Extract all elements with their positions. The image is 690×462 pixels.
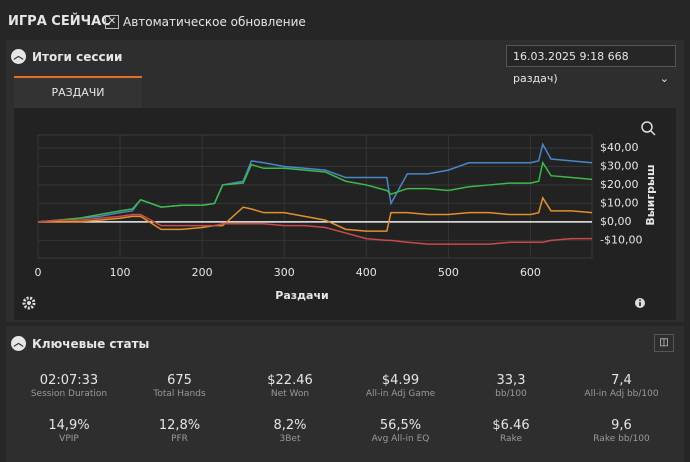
stat: 12,8% PFR [125, 418, 235, 444]
y-tick-label: $20,00 [600, 178, 639, 191]
stat-label: All-in Adj bb/100 [584, 389, 659, 399]
series-line [38, 196, 593, 232]
stat: 675 Total Hands [125, 373, 235, 399]
stat-label: PFR [171, 434, 188, 444]
checkbox-label[interactable]: Автоматическое обновление [123, 15, 306, 29]
stats-panel [6, 326, 684, 462]
info-icon[interactable] [635, 298, 645, 308]
stat-label: 3Bet [279, 434, 301, 444]
x-tick-label: 0 [35, 266, 42, 279]
stat: 8,2% 3Bet [235, 418, 345, 444]
stat-value: $22.46 [267, 373, 313, 388]
stat-value: 56,5% [379, 418, 422, 433]
stat: 56,5% Avg All-in EQ [346, 418, 456, 444]
session-selector[interactable]: 16.03.2025 9:18 668 раздач) ⌄ [506, 45, 676, 85]
stat-value: $4.99 [381, 373, 420, 388]
stat: $22.46 Net Won [235, 373, 345, 399]
x-tick-label: 600 [520, 266, 541, 279]
series-line [37, 160, 593, 223]
zoom-icon[interactable] [641, 121, 656, 136]
x-tick-label: 100 [110, 266, 131, 279]
stat: 7,4 All-in Adj bb/100 [567, 373, 677, 399]
x-axis-label: Раздачи [275, 289, 328, 302]
stat-value: 675 [167, 373, 192, 388]
stat-label: bb/100 [495, 389, 527, 399]
x-tick-label: 400 [356, 266, 377, 279]
x-tick-label: 200 [192, 266, 213, 279]
settings-icon[interactable] [22, 296, 36, 310]
stat-value: 33,3 [496, 373, 526, 388]
stat-value: 8,2% [273, 418, 307, 433]
stat: $4.99 All-in Adj Game [346, 373, 456, 399]
page-title: ИГРА СЕЙЧАС [8, 14, 111, 29]
series-line [37, 213, 592, 245]
y-axis-label: Выигрыш [644, 164, 657, 225]
y-tick-label: -$10,00 [600, 233, 642, 246]
stat: 02:07:33 Session Duration [14, 373, 124, 399]
stat-value: 7,4 [611, 373, 632, 388]
chart: Раздачи Выигрыш 0 100 200 300 400 500 600 -$10,… [14, 108, 676, 320]
tab[interactable]: РАЗДАЧИ [14, 76, 142, 108]
y-tick-label: $0,00 [600, 215, 632, 228]
stat-value: 14,9% [48, 418, 90, 433]
x-tick-label: 500 [438, 266, 459, 279]
stat-label: VPIP [59, 434, 79, 444]
stat-value: 9,6 [611, 418, 632, 433]
layout-button[interactable]: ◫ [654, 334, 674, 352]
stat: 9,6 Rake bb/100 [567, 418, 677, 444]
stat-value: 02:07:33 [39, 373, 99, 388]
stat: 33,3 bb/100 [456, 373, 566, 399]
x-tick-label: 300 [274, 266, 295, 279]
stat-label: Total Hands [153, 389, 206, 399]
stat: $6.46 Rake [456, 418, 566, 444]
checkbox[interactable]: ✕ [105, 15, 119, 29]
plot-frame [37, 134, 593, 259]
stat-value: 12,8% [158, 418, 201, 433]
stat-label: Rake [500, 434, 522, 444]
collapse-button[interactable]: ︿ [11, 49, 26, 64]
stat-label: Rake bb/100 [593, 434, 650, 444]
y-tick-label: $40,00 [600, 141, 639, 154]
stat-value: $6.46 [492, 418, 530, 433]
y-tick-label: $30,00 [600, 159, 639, 172]
selector-text: 16.03.2025 9:18 668 раздач) [513, 50, 629, 85]
panel-title: Итоги сессии [32, 50, 123, 64]
panel-title: Ключевые статы [32, 337, 150, 351]
stat-label: Session Duration [30, 389, 108, 399]
stat-label: All-in Adj Game [365, 389, 436, 399]
stat: 14,9% VPIP [14, 418, 124, 444]
stat-label: Net Won [270, 389, 310, 399]
y-tick-label: $10,00 [600, 196, 639, 209]
stat-label: Avg All-in EQ [371, 434, 430, 444]
collapse-button[interactable]: ︿ [11, 336, 26, 351]
